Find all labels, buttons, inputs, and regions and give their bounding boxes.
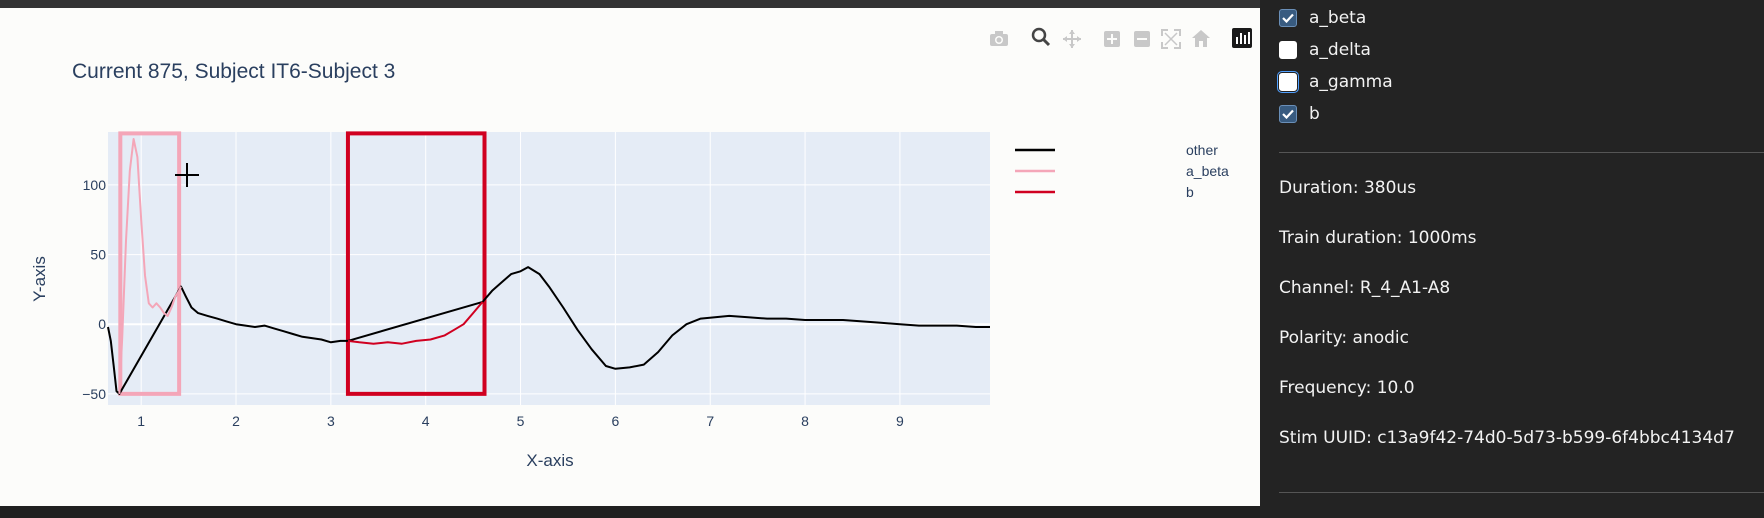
stim-uuid-text: Stim UUID: c13a9f42-74d0-5d73-b599-6f4bb… — [1279, 428, 1735, 448]
plot-panel: Current 875, Subject IT6-Subject 3 1 2 3 4 5… — [0, 8, 1260, 506]
y-tick-label: 0 — [98, 316, 106, 332]
legend-label-other: other — [1186, 142, 1218, 158]
plotly-logo-icon[interactable] — [1232, 28, 1252, 48]
zoom-icon[interactable] — [1031, 27, 1051, 47]
divider-top — [1279, 152, 1764, 153]
legend-label-a_beta: a_beta — [1186, 163, 1229, 179]
checkbox-row-a_delta[interactable]: a_delta — [1279, 38, 1371, 62]
checkbox-a_delta[interactable] — [1279, 41, 1297, 59]
checkbox-row-a_gamma[interactable]: a_gamma — [1277, 70, 1393, 94]
x-tick-label: 9 — [896, 413, 904, 429]
reset-axes-icon[interactable] — [1192, 30, 1210, 47]
legend-label-b: b — [1186, 184, 1194, 200]
series-line-other — [107, 266, 990, 395]
series-line-b — [347, 301, 484, 345]
polarity-text: Polarity: anodic — [1279, 328, 1409, 348]
x-axis-label: X-axis — [526, 451, 573, 470]
series-line-a_beta — [118, 138, 182, 394]
y-tick-labels: −50 0 50 100 — [82, 177, 106, 402]
divider-bottom — [1279, 492, 1764, 493]
region-shapes — [118, 131, 487, 396]
zoom-in-icon[interactable] — [1104, 31, 1120, 47]
checkbox-label: a_beta — [1309, 8, 1367, 28]
x-tick-labels: 1 2 3 4 5 6 7 8 9 — [137, 413, 904, 429]
check-icon — [1282, 13, 1294, 23]
modebar — [990, 27, 1252, 49]
plot-background — [108, 132, 990, 405]
autoscale-icon[interactable] — [1161, 29, 1181, 49]
camera-icon[interactable] — [990, 31, 1008, 46]
chart-title: Current 875, Subject IT6-Subject 3 — [72, 60, 395, 83]
x-tick-label: 2 — [232, 413, 240, 429]
chart-svg[interactable]: Current 875, Subject IT6-Subject 3 1 2 3 4 5… — [0, 8, 1260, 506]
checkbox-label: a_delta — [1309, 40, 1371, 60]
checkbox-a_beta[interactable] — [1279, 9, 1297, 27]
y-tick-label: 100 — [83, 177, 107, 193]
x-tick-label: 6 — [611, 413, 619, 429]
checkbox-label: a_gamma — [1309, 72, 1393, 92]
x-tick-label: 3 — [327, 413, 335, 429]
gridlines — [108, 132, 990, 405]
y-tick-label: 50 — [90, 247, 106, 263]
checkbox-row-a_beta[interactable]: a_beta — [1279, 6, 1366, 30]
x-tick-label: 8 — [801, 413, 809, 429]
series-lines — [107, 138, 990, 395]
checkbox-b[interactable] — [1279, 105, 1297, 123]
checkbox-row-b[interactable]: b — [1279, 102, 1320, 126]
duration-text: Duration: 380us — [1279, 178, 1417, 198]
frequency-text: Frequency: 10.0 — [1279, 378, 1415, 398]
pan-icon[interactable] — [1063, 30, 1081, 48]
a_beta-region — [118, 131, 182, 396]
top-bar — [0, 0, 1764, 8]
x-tick-label: 1 — [137, 413, 145, 429]
crosshair-cursor-icon — [175, 163, 199, 187]
checkbox-label: b — [1309, 104, 1320, 124]
x-tick-label: 5 — [517, 413, 525, 429]
checkbox-a_gamma[interactable] — [1277, 71, 1299, 93]
channel-text: Channel: R_4_A1-A8 — [1279, 278, 1451, 298]
train-duration-text: Train duration: 1000ms — [1279, 228, 1477, 248]
x-tick-label: 7 — [706, 413, 714, 429]
check-icon — [1282, 109, 1294, 119]
b-region — [345, 131, 487, 396]
x-tick-label: 4 — [422, 413, 430, 429]
y-axis-label: Y-axis — [30, 256, 49, 302]
y-tick-label: −50 — [82, 386, 106, 402]
zoom-out-icon[interactable] — [1134, 31, 1150, 47]
plot-area — [108, 132, 990, 405]
